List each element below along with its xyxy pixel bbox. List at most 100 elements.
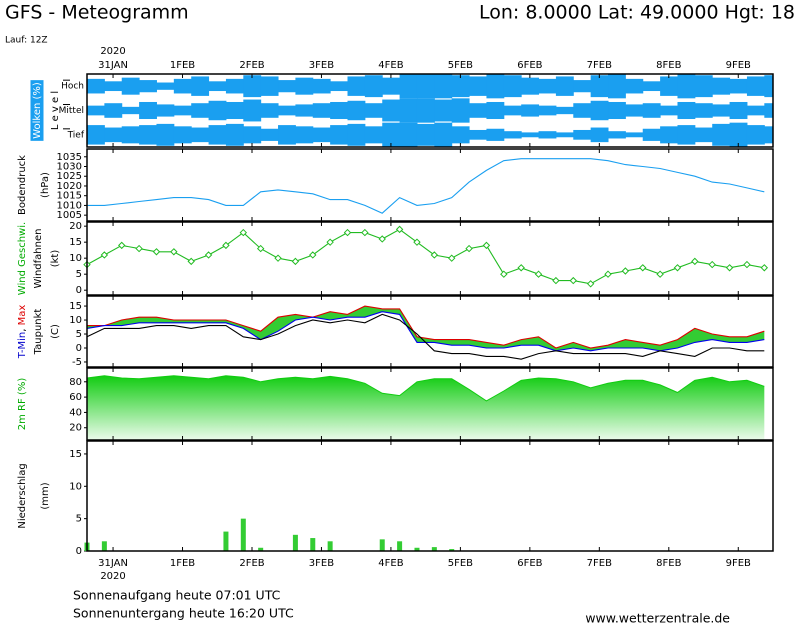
cloud-cell [191, 127, 210, 143]
cloud-cell [625, 78, 644, 94]
cloud-cell [382, 122, 401, 147]
marker [343, 228, 352, 237]
cloud-cell [121, 126, 140, 144]
cloud-cell [538, 131, 557, 139]
cloud-cell [555, 106, 574, 115]
cloud-cell [608, 74, 626, 99]
y-tick-label: 10 [69, 481, 82, 492]
y-axis-label-part: Taupunkt [33, 309, 44, 356]
x-tick-label: 5FEB [448, 60, 473, 71]
y-axis-label-part: L e v e l [50, 91, 61, 130]
y-axis-label-part: Wind Geschwi. [17, 222, 28, 295]
marker [586, 280, 595, 288]
cloud-cell [573, 129, 592, 140]
marker [534, 270, 543, 278]
cloud-cell [364, 103, 383, 118]
cloud-cell [225, 101, 244, 120]
cloud-cell [486, 128, 505, 141]
cloud-cell [625, 104, 644, 117]
y-axis-label: (C) [50, 324, 61, 339]
y-tick-label: 5 [76, 514, 82, 525]
cloud-cell [87, 125, 105, 145]
cloud-cell [694, 75, 713, 98]
cloud-cell [416, 98, 435, 123]
cloud-cell [260, 103, 279, 118]
cloud-cell [660, 105, 678, 116]
x-tick-label: 2FEB [239, 558, 264, 569]
cloud-cell [608, 101, 626, 120]
page-title: GFS - Meteogramm [5, 2, 189, 24]
cloud-cell [295, 126, 314, 144]
y-axis-label-part: Wolken (%) [32, 82, 43, 139]
bar [258, 547, 264, 551]
bar [414, 547, 420, 551]
x-tick-label: 8FEB [656, 60, 681, 71]
y-tick-label: 10 [69, 253, 82, 264]
cloud-cell [382, 77, 401, 95]
cloud-cell [225, 78, 244, 94]
cloud-cell [521, 104, 540, 117]
y-axis-label: Windfahnen [33, 229, 44, 289]
cloud-cell [330, 125, 349, 145]
data-line [86, 375, 765, 402]
cloud-cell [729, 122, 748, 147]
y-tick-label: 20 [69, 423, 82, 434]
y-axis-label-part: Windfahnen [33, 229, 44, 289]
x-tick-label: 31JAN [98, 60, 128, 71]
cloud-cell [434, 74, 453, 99]
marker [552, 276, 560, 285]
cloud-cell [208, 81, 227, 92]
cloud-cell [677, 74, 696, 99]
marker [517, 264, 525, 272]
cloud-cell [156, 123, 175, 146]
cloud-cell [347, 76, 366, 96]
marker [222, 241, 230, 250]
marker [604, 270, 612, 278]
y-tick-label: 0 [76, 285, 82, 296]
y-axis-label-part: 2m RF (%) [17, 378, 28, 431]
cloud-cell [764, 126, 773, 144]
marker [204, 251, 213, 259]
y-tick-label: 40 [69, 407, 82, 418]
cloud-cell [347, 100, 366, 121]
cloud-cell [746, 125, 765, 145]
marker [291, 257, 300, 266]
marker [430, 251, 439, 259]
cloud-cell [486, 101, 505, 120]
year-label: 2020 [100, 46, 125, 57]
y-axis-label-part: T-Min [17, 332, 28, 360]
marker [152, 248, 161, 256]
y-axis-label: (hPa) [40, 172, 51, 198]
cloud-cell [260, 128, 279, 141]
bar [223, 531, 229, 551]
bar [292, 534, 298, 551]
y-tick-label: 1005 [57, 210, 82, 221]
cloud-cell [486, 74, 505, 99]
marker [256, 244, 265, 253]
cloud-cell [434, 122, 453, 147]
data-line [87, 158, 765, 214]
cloud-cell [330, 101, 349, 120]
cloud-cell [660, 76, 678, 96]
marker [395, 225, 404, 234]
cloud-cell [416, 123, 435, 146]
cloud-cell [364, 126, 383, 144]
cloud-cell [590, 75, 609, 98]
marker [708, 260, 716, 269]
y-axis-label: Wind Geschwi. [17, 222, 28, 295]
x-tick-label: 3FEB [309, 558, 334, 569]
y-tick-label: 15 [69, 237, 82, 248]
x-tick-label: 8FEB [656, 558, 681, 569]
cloud-cell [416, 74, 435, 99]
cloud-cell [399, 122, 418, 147]
cloud-cell [712, 123, 731, 146]
marker [482, 241, 491, 250]
bar [101, 541, 107, 551]
cloud-cell [364, 75, 383, 98]
cloud-cell [278, 125, 296, 145]
cloud-cell [573, 103, 592, 118]
marker [413, 238, 421, 246]
y-tick-label: -5 [72, 357, 82, 368]
